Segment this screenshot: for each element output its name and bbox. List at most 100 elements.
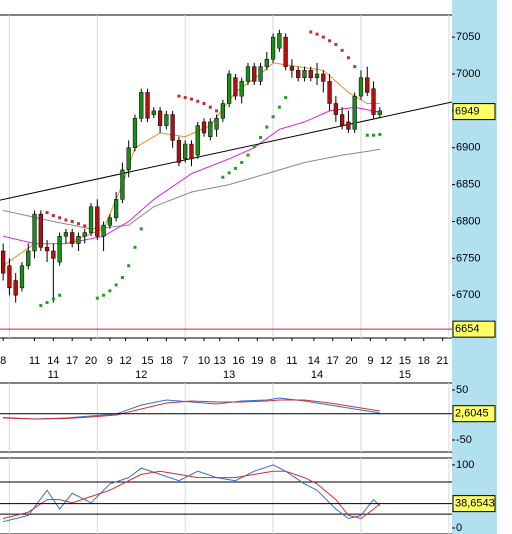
- candle-body: [327, 81, 332, 104]
- x-tick-label: 19: [251, 355, 263, 367]
- x-tick-label: 17: [327, 355, 339, 367]
- candle-body: [252, 66, 257, 82]
- candle-body: [258, 66, 263, 82]
- candle-body: [19, 265, 25, 289]
- month-label: 13: [223, 369, 235, 381]
- candle-body: [107, 217, 112, 226]
- price-axis-band: [452, 0, 497, 534]
- sar-dot: [233, 166, 237, 170]
- candle-body: [208, 121, 213, 137]
- candle-body: [289, 66, 295, 71]
- sar-dot: [334, 42, 338, 46]
- sar-dot: [95, 296, 99, 300]
- candle-body: [333, 103, 338, 115]
- sar-dot: [114, 283, 118, 287]
- sar-dot: [284, 96, 288, 100]
- sar-dot: [120, 276, 124, 280]
- x-tick-label: 21: [436, 355, 448, 367]
- indicator-line: [2, 470, 381, 520]
- candle-body: [82, 232, 87, 237]
- candle-body: [283, 36, 288, 67]
- x-tick-label: 18: [160, 355, 172, 367]
- candle-body: [314, 73, 320, 78]
- candle-body: [57, 235, 62, 263]
- sar-dot: [83, 224, 87, 228]
- candle-body: [346, 121, 351, 130]
- indicator-line: [2, 148, 380, 230]
- candle-body: [377, 110, 382, 115]
- sar-dot: [102, 293, 106, 297]
- month-label: 11: [48, 369, 59, 381]
- sar-dot: [315, 32, 319, 36]
- candle-body: [1, 250, 6, 274]
- sar-dot: [340, 48, 344, 52]
- candle-body: [101, 224, 106, 237]
- y-tick-label: 6700: [456, 289, 480, 301]
- x-tick-label: 8: [0, 355, 6, 367]
- candle-body: [63, 232, 69, 237]
- sar-dot: [277, 105, 281, 109]
- x-tick-label: 8: [270, 355, 276, 367]
- sar-dot: [202, 101, 206, 105]
- candle-body: [157, 110, 163, 126]
- sar-dot: [259, 135, 263, 139]
- sar-dot: [353, 65, 357, 69]
- month-label: 14: [311, 369, 323, 381]
- sar-dot: [70, 219, 74, 223]
- candle-body: [233, 77, 238, 97]
- candle-body: [88, 206, 94, 233]
- x-tick-label: 11: [286, 355, 297, 367]
- value-box-label: 6949: [455, 106, 479, 118]
- sar-dot: [51, 214, 55, 218]
- sar-dot: [139, 227, 143, 231]
- candle-body: [227, 73, 232, 104]
- x-tick-label: 12: [380, 355, 392, 367]
- sar-dot: [246, 153, 250, 157]
- sar-dot: [365, 133, 369, 137]
- x-tick-label: 20: [85, 355, 97, 367]
- candle-body: [176, 140, 182, 163]
- sar-dot: [378, 132, 382, 136]
- candle-body: [120, 169, 125, 200]
- y-tick-label: 6900: [456, 142, 480, 154]
- value-box-label: 2,6045: [455, 408, 489, 420]
- candle-body: [132, 117, 138, 148]
- candle-body: [189, 143, 194, 160]
- x-tick-label: 13: [214, 355, 226, 367]
- sar-dot: [127, 264, 131, 268]
- y-tick-label: 6750: [456, 252, 480, 264]
- x-tick-label: 18: [418, 355, 430, 367]
- y-tick-label: -50: [456, 434, 472, 446]
- y-tick-label: 100: [456, 459, 474, 471]
- sar-dot: [39, 304, 43, 308]
- x-tick-label: 17: [66, 355, 78, 367]
- candle-body: [214, 117, 219, 130]
- x-tick-label: 15: [399, 355, 411, 367]
- sar-dot: [189, 97, 193, 101]
- candle-body: [13, 280, 18, 296]
- candle-body: [26, 250, 31, 266]
- y-tick-label: 6800: [456, 215, 480, 227]
- sar-dot: [240, 160, 244, 164]
- candle-body: [95, 206, 100, 237]
- candle-body: [308, 70, 313, 78]
- month-label: 12: [135, 369, 147, 381]
- sar-dot: [196, 99, 200, 103]
- candle-body: [264, 58, 269, 67]
- sar-dot: [208, 105, 212, 109]
- candle-body: [296, 70, 301, 78]
- plot-background: [0, 0, 452, 534]
- candle-body: [38, 213, 43, 248]
- value-box-label: 6654: [455, 323, 479, 335]
- sar-dot: [76, 222, 80, 226]
- indicator-line: [2, 464, 381, 523]
- candle-body: [358, 77, 364, 97]
- sar-dot: [51, 297, 55, 301]
- x-tick-label: 16: [232, 355, 244, 367]
- candle-body: [352, 95, 357, 130]
- sar-dot: [321, 35, 325, 39]
- sar-dot: [58, 293, 62, 297]
- candle-body: [277, 33, 282, 49]
- x-tick-label: 12: [119, 355, 131, 367]
